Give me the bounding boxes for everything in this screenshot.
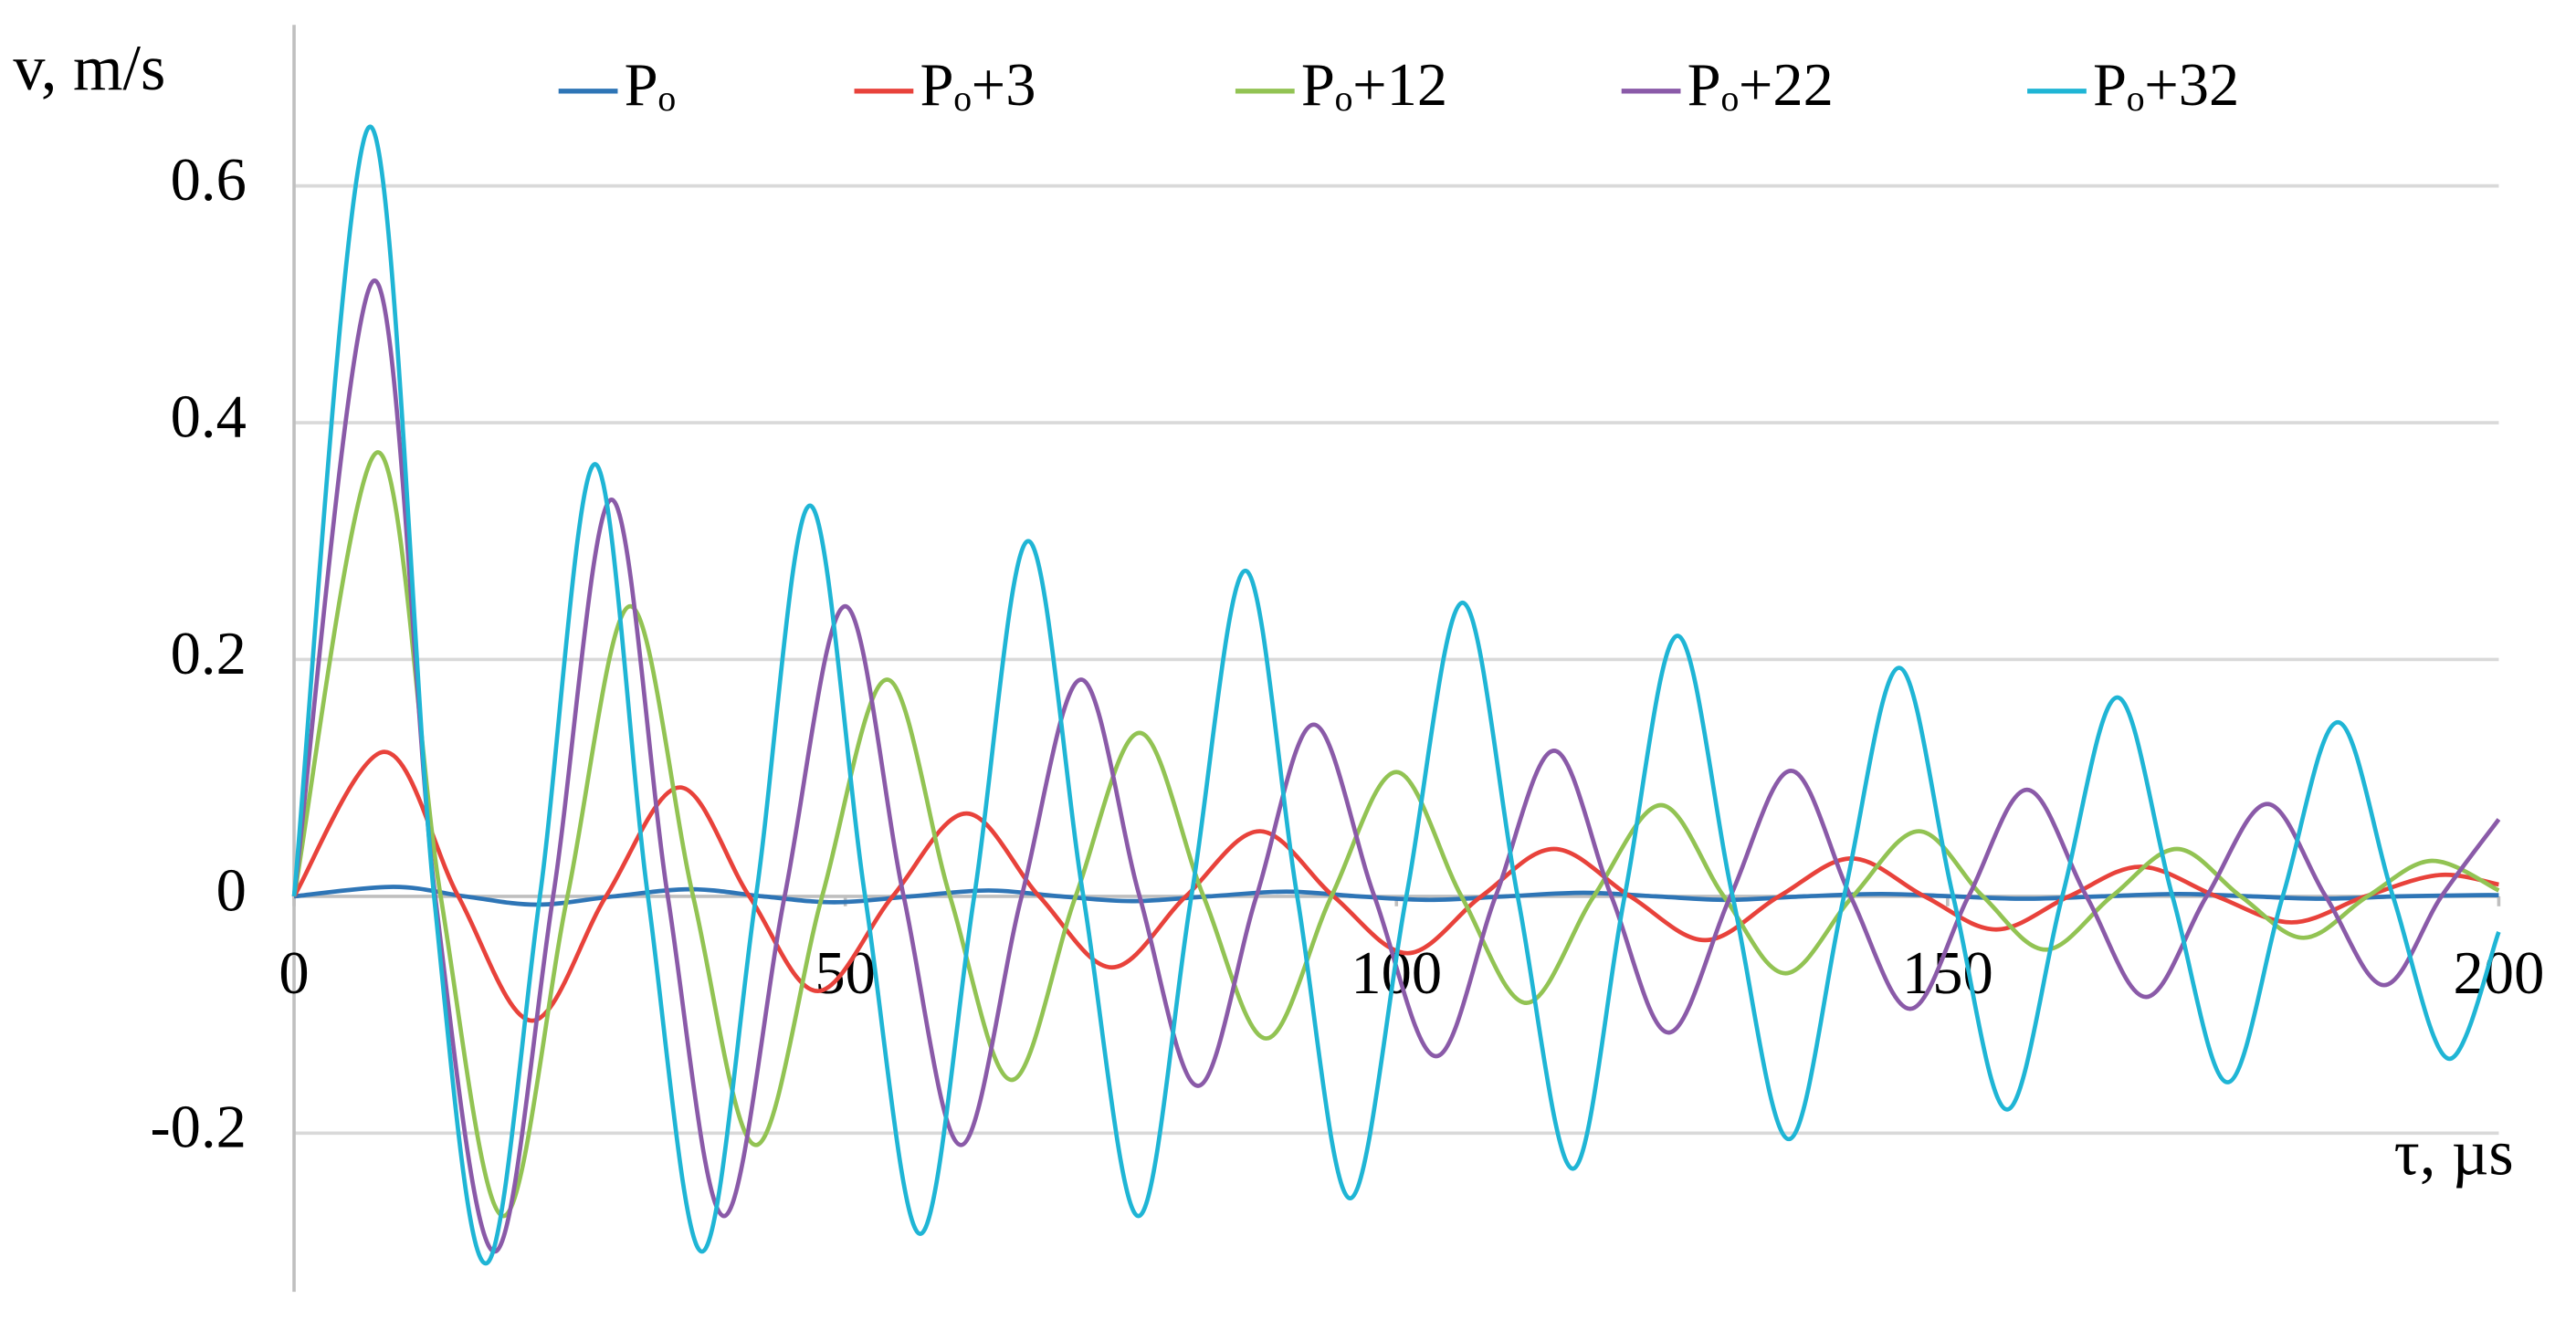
x-axis-label: τ, µs xyxy=(2394,1117,2514,1189)
legend-label: Pₒ+12 xyxy=(1301,51,1447,119)
x-tick-label: 0 xyxy=(279,939,309,1007)
line xyxy=(293,885,2499,907)
y-tick-label: 0.4 xyxy=(171,382,247,450)
y-axis-label: v, m/s xyxy=(13,33,165,104)
legend-label: Pₒ+32 xyxy=(2093,51,2239,119)
y-tick-label: 0.6 xyxy=(171,146,247,214)
legend-label: Pₒ+3 xyxy=(920,51,1036,119)
x-tick-label: 50 xyxy=(815,939,876,1007)
line xyxy=(291,450,2500,1219)
y-tick-label: 0 xyxy=(216,856,247,924)
legend-label: Pₒ+22 xyxy=(1688,51,1834,119)
y-tick-label: 0.2 xyxy=(171,620,247,687)
line xyxy=(291,124,2501,1266)
x-tick-label: 200 xyxy=(2454,939,2545,1007)
legend-label: Pₒ xyxy=(625,51,676,119)
line xyxy=(291,278,2501,1254)
line xyxy=(292,749,2499,1023)
y-tick-label: -0.2 xyxy=(151,1094,247,1161)
